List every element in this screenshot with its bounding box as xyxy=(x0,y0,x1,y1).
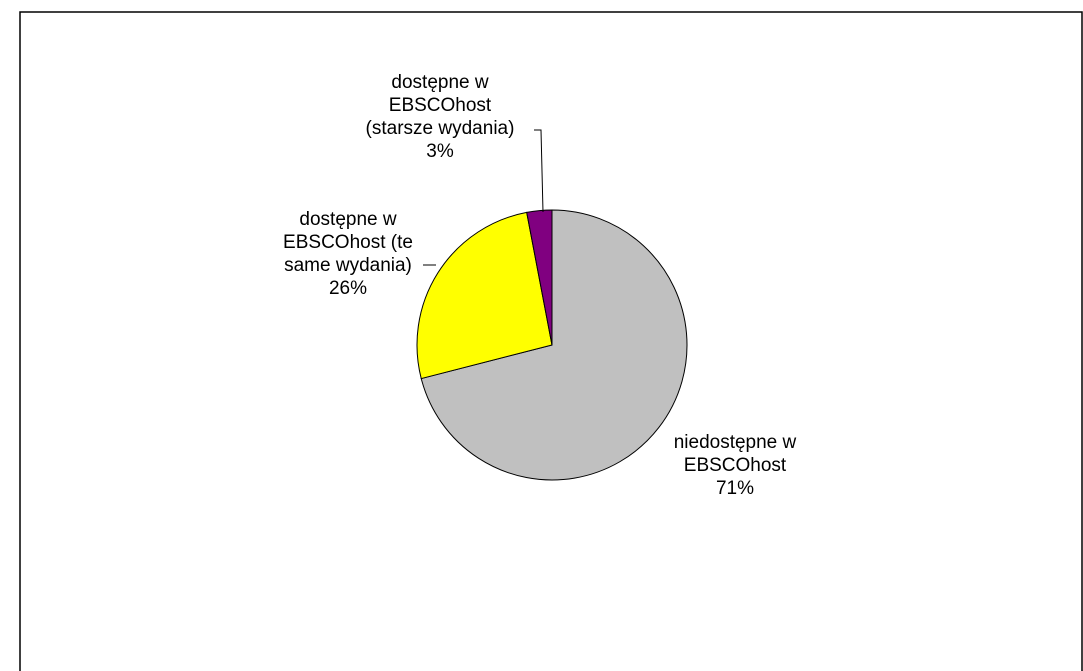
slice-label-2: dostępne w EBSCOhost (starsze wydania) 3% xyxy=(366,72,515,162)
slice-label-line: niedostępne w xyxy=(674,432,797,453)
pie-slice-2 xyxy=(526,209,553,346)
pie-slices xyxy=(416,209,688,481)
slice-label-line: 3% xyxy=(426,141,454,162)
slice-label-line: EBSCOhost xyxy=(389,95,492,116)
slice-label-line: (starsze wydania) xyxy=(366,118,515,139)
slice-label-line: 71% xyxy=(716,478,754,499)
leader-line-2 xyxy=(534,129,544,213)
slice-label-line: dostępne w xyxy=(391,72,488,93)
slice-label-line: 26% xyxy=(329,278,367,299)
slice-label-line: EBSCOhost (te xyxy=(283,232,413,253)
slice-label-line: same wydania) xyxy=(284,255,412,276)
slice-label-0: niedostępne w EBSCOhost 71% xyxy=(674,432,797,499)
leader-lines xyxy=(423,129,544,266)
pie-slice-1 xyxy=(416,211,553,380)
pie-slice-0 xyxy=(420,209,688,481)
slice-label-line: EBSCOhost xyxy=(684,455,787,476)
slice-label-line: dostępne w xyxy=(299,209,396,230)
slice-labels: niedostępne w EBSCOhost 71%dostępne w EBSCO… xyxy=(283,72,796,499)
slice-label-1: dostępne w EBSCOhost (te same wydania) 26% xyxy=(283,209,413,299)
